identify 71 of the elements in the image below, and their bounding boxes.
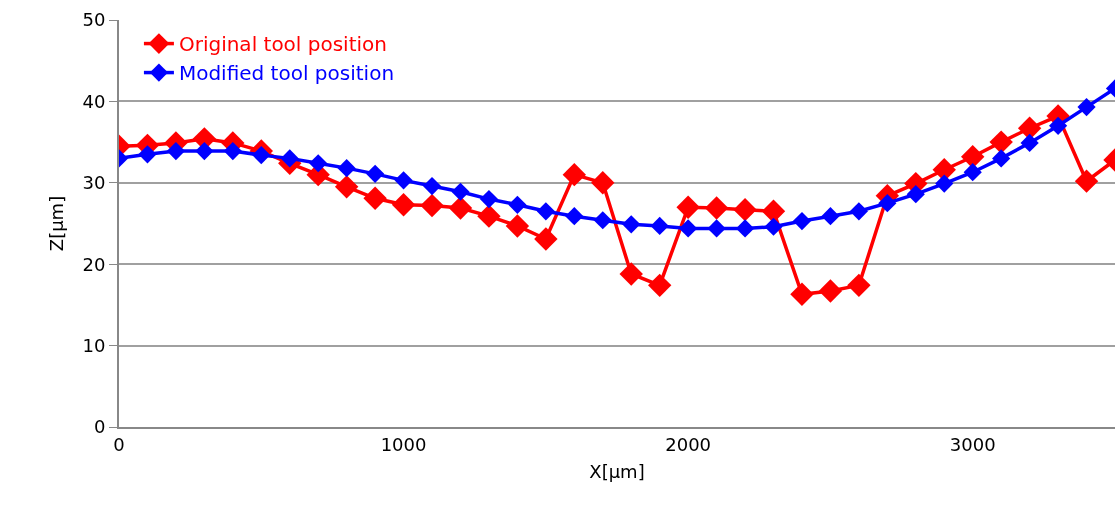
point <box>479 189 499 209</box>
point <box>508 195 527 214</box>
point <box>334 175 359 199</box>
point <box>591 171 615 195</box>
point <box>707 219 726 238</box>
point <box>963 163 982 182</box>
point <box>679 219 698 238</box>
point <box>761 199 786 223</box>
y-tick-label: 30 <box>82 172 106 194</box>
point <box>961 145 985 169</box>
point <box>337 159 356 178</box>
point <box>1074 169 1099 193</box>
point <box>138 145 157 164</box>
point <box>565 207 584 226</box>
point <box>448 196 473 220</box>
point <box>1077 98 1096 117</box>
point <box>704 196 729 220</box>
point <box>847 273 871 298</box>
y-tick-label: 10 <box>82 334 106 356</box>
point <box>906 185 925 204</box>
y-tick-label: 50 <box>82 9 106 31</box>
point <box>790 282 814 307</box>
point <box>477 204 501 228</box>
point <box>818 279 843 303</box>
point <box>451 182 470 201</box>
y-tick-label: 20 <box>82 253 106 275</box>
point <box>935 174 954 193</box>
point <box>195 141 214 161</box>
point <box>992 149 1011 168</box>
x-tick-label: 1000 <box>380 433 427 455</box>
point <box>676 195 700 219</box>
point <box>366 164 385 183</box>
point <box>391 193 416 217</box>
point <box>223 141 242 161</box>
legend-label: Original tool position <box>178 32 387 57</box>
y-axis-title: Z[μm] <box>46 195 68 252</box>
point <box>593 211 612 230</box>
point <box>536 202 555 221</box>
x-tick-label: 2000 <box>665 433 712 455</box>
point <box>166 141 186 161</box>
point <box>733 197 757 222</box>
point <box>989 130 1013 154</box>
y-tick-label: 0 <box>93 416 106 438</box>
point <box>647 273 672 298</box>
x-tick-label: 0 <box>113 433 125 455</box>
point <box>764 217 783 236</box>
point <box>505 214 530 238</box>
point <box>650 216 669 236</box>
x-tick-label: 3000 <box>949 433 996 455</box>
point <box>1048 116 1068 135</box>
point <box>878 194 897 213</box>
point <box>735 219 755 238</box>
point <box>534 227 558 251</box>
point <box>622 215 641 234</box>
point <box>562 162 587 187</box>
point <box>394 171 413 190</box>
point <box>619 262 643 286</box>
point <box>422 176 442 196</box>
point <box>363 186 387 210</box>
point <box>849 202 868 221</box>
point <box>280 149 299 168</box>
point <box>821 207 840 226</box>
point <box>1017 116 1042 140</box>
x-axis-title: X[μm] <box>589 461 645 483</box>
point <box>1020 133 1039 153</box>
legend-label: Modified tool position <box>178 61 395 86</box>
point <box>420 193 444 218</box>
point <box>309 154 328 173</box>
point <box>252 146 271 165</box>
y-tick-label: 40 <box>82 90 106 112</box>
point <box>792 211 812 231</box>
